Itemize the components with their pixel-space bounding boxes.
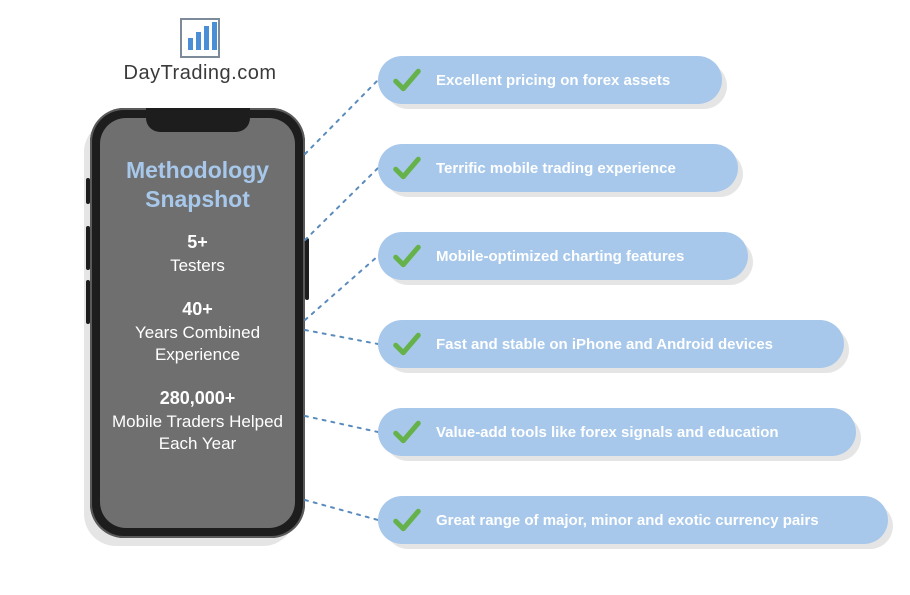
phone-side-button — [305, 238, 309, 300]
feature-pill: Value-add tools like forex signals and e… — [378, 408, 856, 456]
checkmark-icon — [392, 505, 422, 535]
stat-label: Testers — [110, 255, 285, 277]
stat-block: 5+ Testers — [110, 232, 285, 277]
checkmark-icon — [392, 65, 422, 95]
checkmark-icon — [392, 241, 422, 271]
feature-pill-text: Fast and stable on iPhone and Android de… — [436, 336, 773, 353]
stat-label: Years Combined Experience — [110, 322, 285, 366]
phone-screen: Methodology Snapshot 5+ Testers 40+ Year… — [100, 118, 295, 528]
bar-chart-icon — [180, 18, 220, 58]
checkmark-icon — [392, 417, 422, 447]
feature-pill-text: Terrific mobile trading experience — [436, 160, 676, 177]
stat-value: 280,000+ — [110, 388, 285, 409]
feature-pill-text: Mobile-optimized charting features — [436, 248, 684, 265]
feature-pill: Great range of major, minor and exotic c… — [378, 496, 888, 544]
checkmark-icon — [392, 153, 422, 183]
stat-block: 280,000+ Mobile Traders Helped Each Year — [110, 388, 285, 455]
feature-pill: Terrific mobile trading experience — [378, 144, 738, 192]
feature-pill: Mobile-optimized charting features — [378, 232, 748, 280]
stat-label: Mobile Traders Helped Each Year — [110, 411, 285, 455]
feature-pill-text: Excellent pricing on forex assets — [436, 72, 670, 89]
feature-pill-text: Great range of major, minor and exotic c… — [436, 512, 819, 529]
snapshot-title: Methodology Snapshot — [110, 156, 285, 214]
phone-mockup: Methodology Snapshot 5+ Testers 40+ Year… — [90, 108, 305, 538]
phone-notch — [146, 108, 250, 132]
stat-value: 40+ — [110, 299, 285, 320]
brand-name: DayTrading.com — [110, 62, 290, 85]
phone-side-button — [86, 178, 90, 204]
phone-side-button — [86, 280, 90, 324]
phone-side-button — [86, 226, 90, 270]
stat-value: 5+ — [110, 232, 285, 253]
brand-block: DayTrading.com — [110, 18, 290, 85]
feature-pill: Excellent pricing on forex assets — [378, 56, 722, 104]
feature-pill-text: Value-add tools like forex signals and e… — [436, 424, 779, 441]
checkmark-icon — [392, 329, 422, 359]
stat-block: 40+ Years Combined Experience — [110, 299, 285, 366]
feature-pill: Fast and stable on iPhone and Android de… — [378, 320, 844, 368]
